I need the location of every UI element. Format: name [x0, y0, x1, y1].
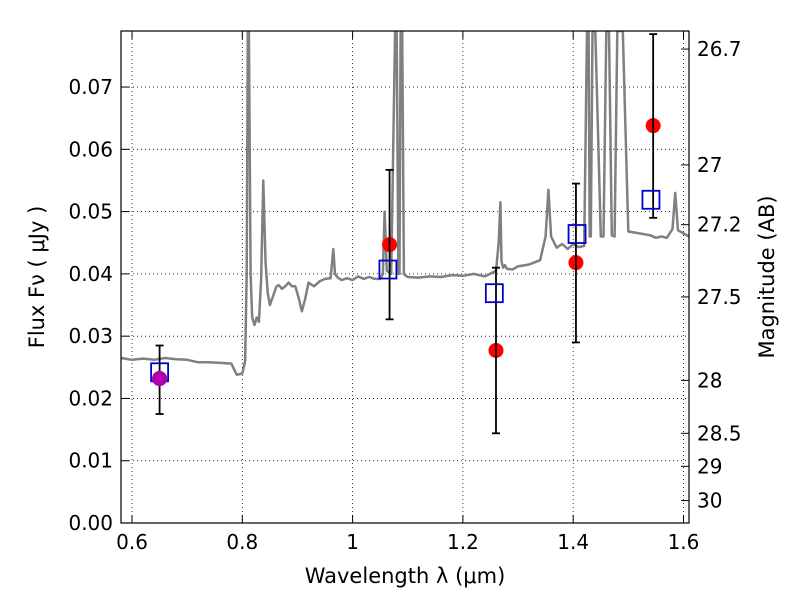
x-tick-label: 1: [346, 530, 359, 554]
x-tick-label: 1.6: [668, 530, 700, 554]
magnitude-tick-label: 27.5: [697, 285, 742, 309]
y-tick-label: 0.05: [68, 200, 113, 224]
y-tick-label: 0.01: [68, 449, 113, 473]
x-tick-label: 1.2: [447, 530, 479, 554]
y-tick-label: 0.02: [68, 386, 113, 410]
model-flux-square: [567, 224, 587, 244]
y-tick-label: 0.04: [68, 262, 113, 286]
magnitude-tick-label: 27: [697, 153, 722, 177]
plot-area: [121, 31, 689, 435]
magnitude-tick-label: 26.7: [697, 37, 742, 61]
grid-lines: [121, 31, 689, 524]
x-tick-label: 0.6: [116, 530, 148, 554]
right-axis-label: Magnitude (AB): [755, 195, 779, 358]
y-tick-label: 0.06: [68, 137, 113, 161]
plot-frame: [120, 30, 690, 524]
x-tick-label: 1.4: [557, 530, 589, 554]
magnitude-tick-label: 27.2: [697, 213, 742, 237]
y-tick-label: 0.07: [68, 75, 113, 99]
magnitude-tick-label: 30: [697, 489, 722, 513]
y-tick-label: 0.00: [68, 511, 113, 535]
axis-ticks: 0.6 0.8 1 1.2 1.4 1.6 0.00 0.01 0.02 0.03 0.04 0.05…: [68, 31, 742, 554]
model-flux-square: [641, 189, 661, 210]
model-flux-square: [484, 283, 504, 304]
magnitude-tick-label: 28.5: [697, 421, 742, 445]
magnitude-tick-label: 28: [697, 368, 722, 392]
x-tick-label: 0.8: [226, 530, 258, 554]
y-axis-label: Flux Fν ( μJy ): [25, 206, 49, 349]
model-spectrum-line: [121, 31, 689, 377]
x-axis-label: Wavelength λ (μm): [305, 564, 506, 588]
observed-flux-point: [152, 371, 168, 387]
y-tick-label: 0.03: [68, 324, 113, 348]
magnitude-tick-label: 29: [697, 454, 722, 478]
model-flux-square: [378, 259, 398, 280]
